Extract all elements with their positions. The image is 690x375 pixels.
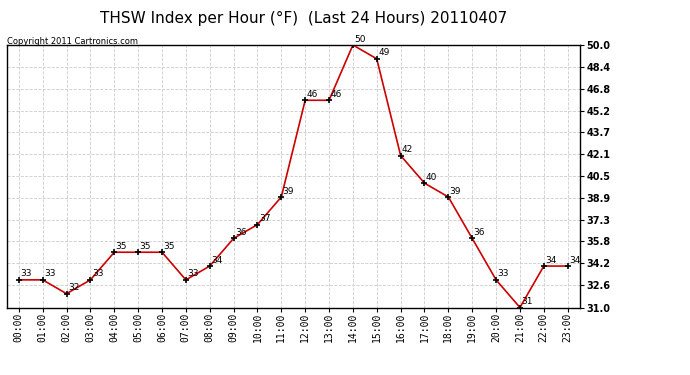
Text: 40: 40 [426, 173, 437, 182]
Text: 34: 34 [211, 256, 222, 265]
Text: 42: 42 [402, 145, 413, 154]
Text: 33: 33 [92, 270, 104, 279]
Text: 36: 36 [473, 228, 485, 237]
Text: 39: 39 [283, 187, 294, 196]
Text: 33: 33 [187, 270, 199, 279]
Text: 34: 34 [545, 256, 557, 265]
Text: 32: 32 [68, 283, 79, 292]
Text: 50: 50 [354, 34, 366, 44]
Text: 46: 46 [306, 90, 318, 99]
Text: 35: 35 [164, 242, 175, 251]
Text: 37: 37 [259, 214, 270, 223]
Text: 34: 34 [569, 256, 580, 265]
Text: THSW Index per Hour (°F)  (Last 24 Hours) 20110407: THSW Index per Hour (°F) (Last 24 Hours)… [100, 11, 507, 26]
Text: 33: 33 [497, 270, 509, 279]
Text: 33: 33 [44, 270, 56, 279]
Text: 39: 39 [450, 187, 461, 196]
Text: 31: 31 [522, 297, 533, 306]
Text: 46: 46 [331, 90, 342, 99]
Text: 33: 33 [20, 270, 32, 279]
Text: 36: 36 [235, 228, 246, 237]
Text: 35: 35 [116, 242, 127, 251]
Text: 35: 35 [139, 242, 151, 251]
Text: 49: 49 [378, 48, 390, 57]
Text: Copyright 2011 Cartronics.com: Copyright 2011 Cartronics.com [7, 38, 138, 46]
